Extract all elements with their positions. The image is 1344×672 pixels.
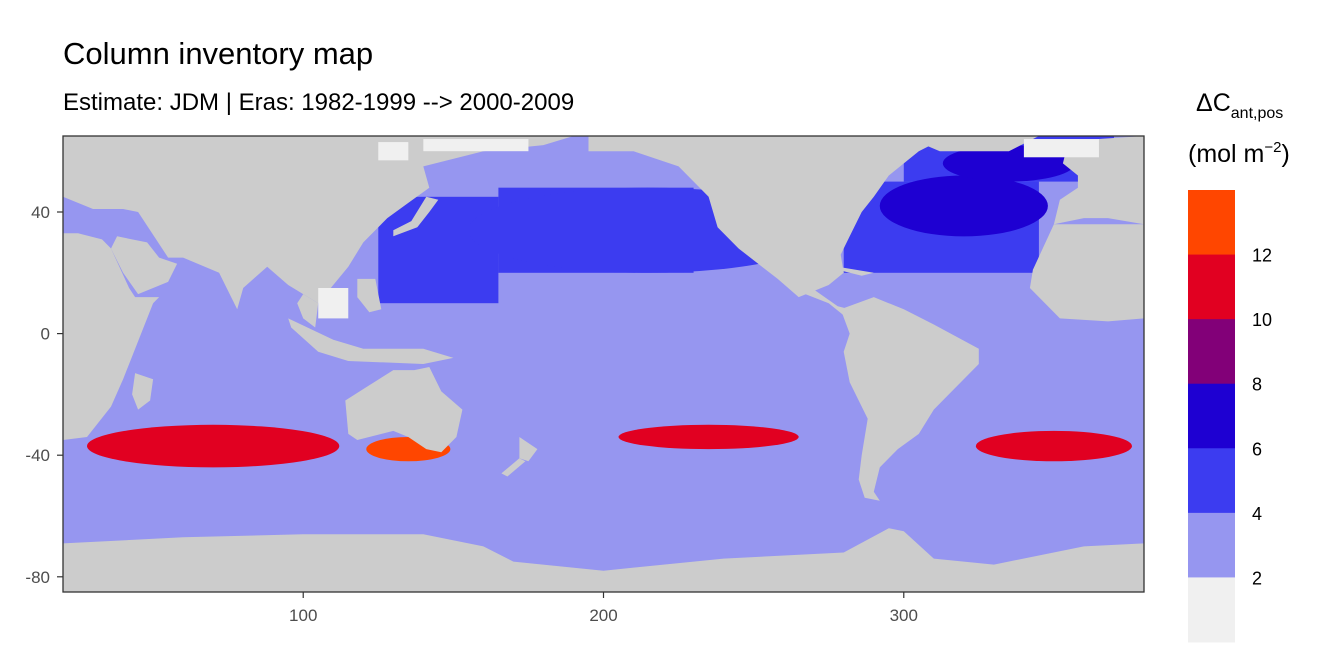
land-japan <box>393 196 439 237</box>
y-tick-label: -40 <box>25 446 50 465</box>
indian-ocean-red-blob <box>87 424 340 468</box>
land-new-zealand-south <box>501 458 526 477</box>
legend-title: ΔCant,pos <box>1196 89 1283 122</box>
legend: ΔCant,pos (mol m−2) 2 4 6 8 10 12 <box>1188 89 1290 643</box>
land-southeast-asia <box>297 294 319 328</box>
legend-title-sub: ant,pos <box>1231 105 1283 122</box>
land-greenland <box>903 136 1039 152</box>
legend-unit-exp: −2 <box>1264 139 1281 156</box>
legend-unit-close: ) <box>1282 140 1290 168</box>
legend-key <box>1188 577 1235 643</box>
north-atlantic-blob <box>879 175 1048 237</box>
legend-key <box>1188 319 1235 385</box>
land-europe-west <box>1053 136 1144 225</box>
legend-label: 6 <box>1252 439 1262 459</box>
y-tick-label: 40 <box>31 203 50 222</box>
light-patch <box>423 139 529 152</box>
land-eurasia-north <box>63 136 574 310</box>
land-philippines <box>357 278 382 313</box>
land-antarctica <box>63 528 1144 592</box>
ocean-band <box>378 196 499 304</box>
legend-title-main: ΔC <box>1196 89 1231 117</box>
legend-key <box>1188 383 1235 449</box>
land-west-africa <box>1029 224 1144 322</box>
land-cuba <box>837 266 874 276</box>
legend-label: 12 <box>1252 246 1272 266</box>
y-tick-label: 0 <box>41 325 50 344</box>
legend-label: 10 <box>1252 310 1272 330</box>
legend-unit: (mol m−2) <box>1188 139 1290 168</box>
south-atlantic-red-blob <box>975 430 1132 462</box>
land-central-america <box>789 278 850 316</box>
chart-subtitle: Estimate: JDM | Eras: 1982-1999 --> 2000… <box>63 89 575 116</box>
south-pacific-red-blob <box>618 424 799 450</box>
legend-key <box>1188 254 1235 320</box>
legend-key <box>1188 448 1235 514</box>
land-north-america <box>588 136 949 298</box>
legend-label: 8 <box>1252 375 1262 395</box>
land-new-zealand <box>519 437 538 462</box>
legend-unit-base: (mol m <box>1188 140 1264 168</box>
x-tick-label: 300 <box>890 606 918 625</box>
light-patch <box>378 142 409 161</box>
chart-title: Column inventory map <box>63 36 374 71</box>
land-arabia <box>111 236 178 295</box>
light-patch <box>318 288 349 319</box>
land-south-america <box>840 297 979 501</box>
land-africa <box>63 136 160 440</box>
land-madagascar <box>132 373 154 410</box>
legend-label: 4 <box>1252 504 1262 524</box>
legend-label: 2 <box>1252 568 1262 588</box>
y-tick-label: -80 <box>25 568 50 587</box>
legend-key <box>1188 512 1235 578</box>
land-australia <box>345 367 463 453</box>
x-tick-label: 200 <box>589 606 617 625</box>
map-layer <box>63 136 1144 592</box>
land-indonesia <box>288 318 454 364</box>
light-patch <box>1023 139 1099 158</box>
x-tick-label: 100 <box>289 606 317 625</box>
legend-key <box>1188 190 1235 256</box>
